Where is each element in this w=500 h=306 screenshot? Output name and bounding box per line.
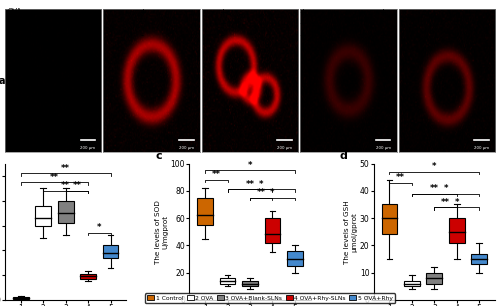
Text: **: ** (246, 180, 254, 189)
Text: +: + (219, 19, 226, 28)
Text: +: + (379, 31, 386, 40)
Bar (287, 251, 303, 266)
Bar (80, 274, 96, 279)
Text: -: - (61, 31, 64, 40)
Text: **: ** (256, 188, 266, 197)
Bar (449, 218, 464, 243)
Text: +: + (139, 8, 146, 17)
Text: *: * (270, 188, 274, 197)
Text: -: - (61, 19, 64, 28)
Text: *: * (432, 162, 436, 171)
Text: 200 μm: 200 μm (80, 146, 96, 150)
Text: 200 μm: 200 μm (277, 146, 292, 150)
Bar (36, 206, 51, 226)
Bar (404, 281, 420, 286)
Text: Rhy: Rhy (8, 31, 21, 37)
Text: +: + (299, 8, 306, 17)
Bar (426, 273, 442, 284)
Text: c: c (156, 151, 162, 161)
Text: 200 μm: 200 μm (474, 146, 489, 150)
Y-axis label: a: a (0, 76, 6, 86)
Text: *: * (259, 180, 264, 189)
Text: SLNs: SLNs (8, 19, 24, 25)
Bar (197, 198, 213, 225)
Bar (264, 218, 280, 243)
Text: -: - (61, 8, 64, 17)
Text: 200 μm: 200 μm (179, 146, 194, 150)
Text: **: ** (72, 181, 82, 190)
Text: +: + (299, 31, 306, 40)
Y-axis label: The levels of GSH
μmol/gprot: The levels of GSH μmol/gprot (344, 200, 357, 263)
Text: **: ** (212, 170, 221, 179)
Text: OVA: OVA (8, 8, 22, 14)
Bar (382, 204, 398, 234)
Bar (58, 201, 74, 223)
Text: +: + (299, 19, 306, 28)
Bar (242, 281, 258, 286)
Text: *: * (444, 184, 448, 193)
Text: *: * (454, 198, 459, 207)
Text: **: ** (430, 184, 439, 193)
Text: -: - (381, 19, 384, 28)
Text: d: d (340, 151, 347, 161)
Bar (220, 278, 236, 284)
Text: **: ** (396, 173, 405, 182)
Text: *: * (248, 161, 252, 170)
Text: **: ** (61, 181, 70, 190)
Bar (13, 297, 28, 299)
Text: -: - (141, 31, 144, 40)
Text: 200 μm: 200 μm (376, 146, 390, 150)
Text: -: - (221, 31, 224, 40)
Text: **: ** (441, 198, 450, 207)
Bar (472, 253, 487, 264)
Text: +: + (219, 8, 226, 17)
Text: **: ** (61, 164, 70, 173)
Text: +: + (379, 8, 386, 17)
Text: *: * (97, 223, 102, 232)
Bar (102, 245, 118, 258)
Text: **: ** (50, 173, 59, 181)
Y-axis label: The levels of SOD
U/mgprot: The levels of SOD U/mgprot (155, 200, 168, 264)
Text: -: - (141, 19, 144, 28)
Legend: 1 Control, 2 OVA, 3 OVA+Blank-SLNs, 4 OVA+Rhy-SLNs, 5 OVA+Rhy: 1 Control, 2 OVA, 3 OVA+Blank-SLNs, 4 OV… (146, 293, 394, 303)
